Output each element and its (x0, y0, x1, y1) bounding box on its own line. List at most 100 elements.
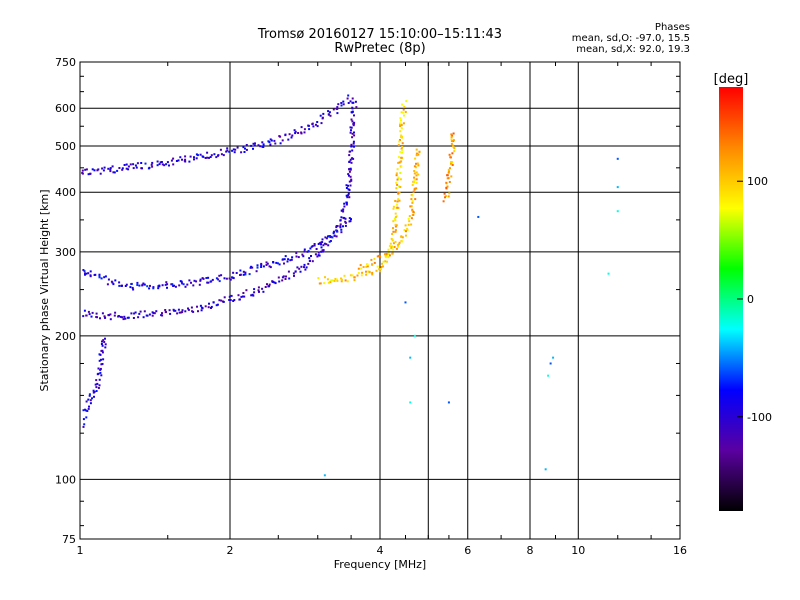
data-point (98, 275, 101, 278)
data-point (141, 167, 143, 170)
data-point (276, 262, 279, 265)
data-point (343, 274, 346, 277)
data-point (337, 103, 340, 106)
data-point (132, 288, 135, 291)
data-point (388, 245, 391, 247)
x-tick-label: 2 (227, 544, 234, 557)
data-point (138, 312, 141, 315)
data-point (257, 286, 260, 289)
data-point (215, 277, 218, 280)
data-point (450, 161, 452, 164)
data-point (201, 277, 204, 280)
data-point (190, 306, 193, 309)
data-point (395, 181, 398, 184)
data-point (133, 312, 136, 315)
data-point (243, 295, 246, 298)
data-point (228, 295, 231, 298)
data-point (360, 267, 363, 270)
data-point (336, 107, 339, 110)
data-point (139, 310, 142, 313)
data-point (406, 229, 409, 232)
data-point (195, 280, 198, 283)
data-point (124, 285, 127, 287)
data-point (197, 310, 199, 313)
data-point (447, 177, 450, 180)
data-point (452, 144, 454, 147)
data-point (232, 277, 235, 280)
data-point (143, 283, 146, 286)
data-point (195, 157, 198, 160)
data-point (362, 266, 365, 268)
data-point (394, 229, 397, 232)
data-point (284, 255, 287, 258)
data-point (178, 311, 181, 314)
data-point (384, 254, 387, 257)
data-point (87, 310, 90, 313)
data-point (417, 173, 420, 176)
data-point (96, 373, 99, 376)
data-point (353, 114, 355, 117)
data-point (403, 229, 406, 232)
data-point (301, 253, 304, 256)
data-point (191, 310, 194, 313)
data-point (317, 277, 320, 280)
data-point (328, 240, 331, 243)
data-point (152, 287, 155, 290)
data-point (349, 175, 352, 178)
data-point (199, 279, 202, 282)
data-point (103, 315, 106, 318)
data-point (449, 156, 452, 159)
data-point (229, 278, 232, 281)
data-point (117, 315, 120, 318)
data-point (251, 266, 254, 269)
data-point (413, 176, 416, 179)
data-point (245, 148, 248, 151)
data-point (123, 315, 126, 318)
data-point (398, 140, 401, 143)
data-point (320, 243, 322, 246)
data-point (85, 409, 88, 412)
data-point (82, 418, 85, 421)
data-point (392, 230, 395, 233)
data-point (89, 399, 92, 402)
data-point (98, 378, 101, 381)
data-point (245, 289, 248, 292)
data-point (217, 154, 219, 157)
data-point (211, 278, 214, 281)
data-point (357, 272, 360, 274)
data-point (401, 148, 404, 151)
data-point (267, 140, 270, 143)
data-point (98, 384, 101, 387)
data-point (114, 279, 117, 282)
data-point (351, 274, 354, 277)
data-point (413, 172, 416, 175)
data-point (344, 217, 347, 220)
data-point (132, 317, 135, 319)
data-point (399, 122, 402, 125)
data-point (445, 186, 448, 189)
data-point (293, 129, 296, 132)
data-point (208, 302, 210, 305)
data-point (415, 148, 418, 151)
data-point (315, 123, 317, 126)
data-point (287, 270, 290, 273)
data-point (356, 274, 359, 277)
data-point (228, 299, 231, 301)
data-point (447, 168, 450, 171)
data-point (349, 158, 352, 161)
data-point (174, 309, 177, 312)
data-point (321, 238, 324, 241)
data-point (177, 308, 180, 311)
data-point (327, 281, 330, 284)
data-point (288, 133, 291, 136)
data-point (350, 118, 353, 121)
data-point (138, 284, 141, 287)
data-point (166, 286, 168, 289)
data-point (339, 226, 342, 229)
data-point (407, 217, 410, 220)
data-point (397, 192, 400, 194)
data-point (405, 100, 408, 103)
data-point (340, 104, 343, 107)
data-point (170, 159, 173, 162)
data-point (176, 312, 179, 315)
